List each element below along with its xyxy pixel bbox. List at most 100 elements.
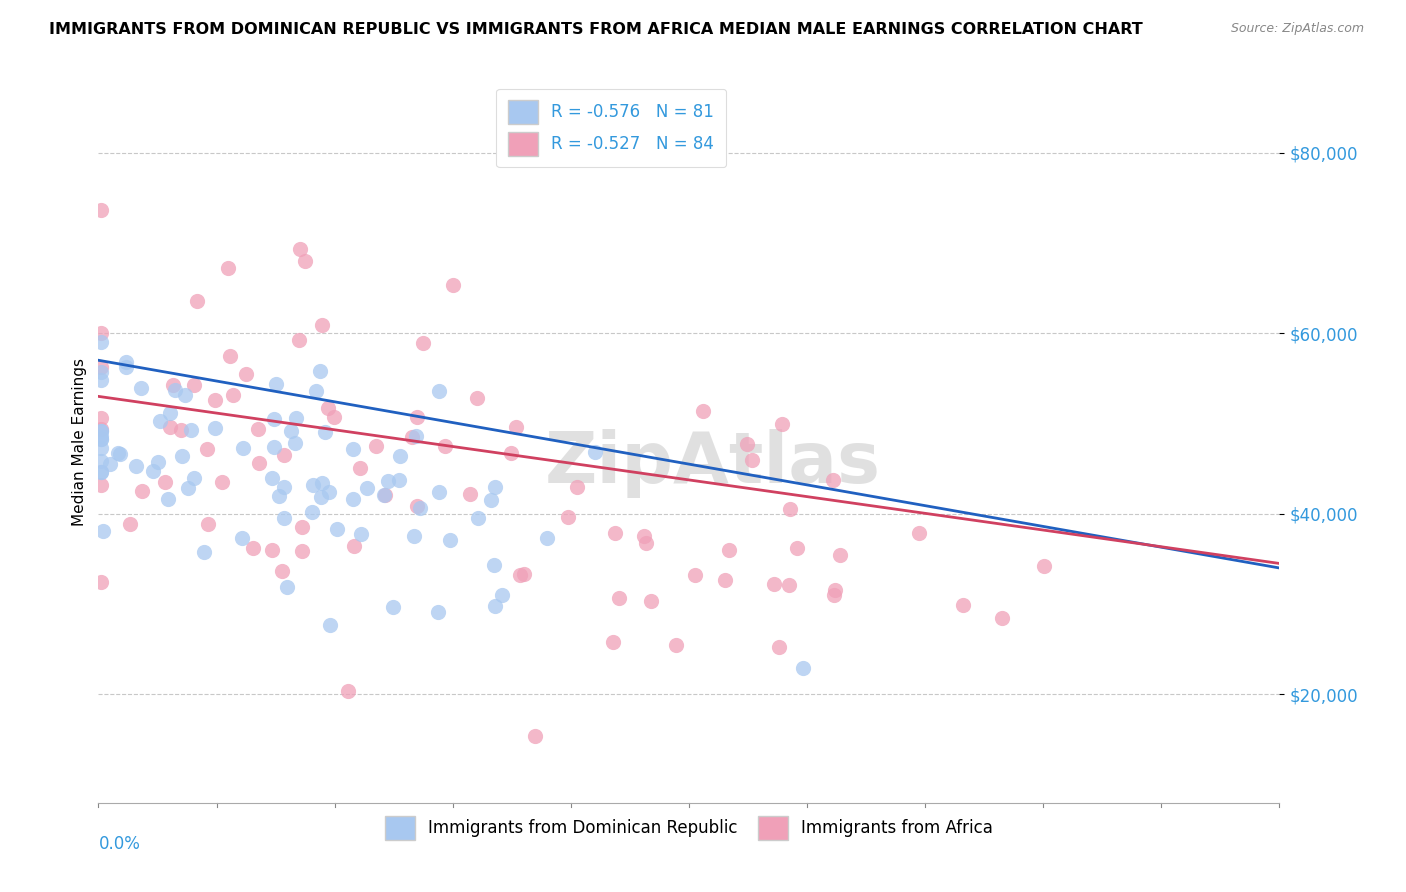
Point bbox=[640, 593, 662, 607]
Point bbox=[741, 453, 763, 467]
Point bbox=[952, 598, 974, 612]
Point bbox=[499, 446, 522, 460]
Point bbox=[115, 355, 138, 369]
Point bbox=[427, 384, 450, 399]
Point bbox=[786, 541, 808, 555]
Point bbox=[90, 432, 112, 446]
Point bbox=[484, 480, 506, 494]
Point bbox=[364, 439, 387, 453]
Point bbox=[713, 573, 735, 587]
Point bbox=[770, 417, 793, 431]
Point bbox=[405, 428, 427, 442]
Point bbox=[288, 242, 311, 256]
Point bbox=[634, 536, 657, 550]
Point bbox=[273, 480, 295, 494]
Point bbox=[90, 465, 112, 479]
Point bbox=[263, 411, 285, 425]
Point bbox=[482, 558, 505, 572]
Point bbox=[314, 425, 336, 440]
Point bbox=[129, 381, 152, 395]
Point bbox=[146, 455, 169, 469]
Point bbox=[204, 392, 226, 407]
Point bbox=[603, 526, 626, 541]
Point bbox=[263, 440, 285, 454]
Point bbox=[349, 461, 371, 475]
Point bbox=[90, 429, 112, 443]
Point bbox=[260, 471, 283, 485]
Point bbox=[763, 576, 786, 591]
Point bbox=[90, 453, 112, 467]
Point bbox=[231, 531, 253, 545]
Point bbox=[288, 333, 311, 347]
Point bbox=[908, 526, 931, 541]
Point bbox=[311, 318, 333, 333]
Point bbox=[246, 422, 269, 436]
Point bbox=[90, 425, 112, 439]
Point bbox=[665, 638, 688, 652]
Point bbox=[828, 549, 851, 563]
Point bbox=[301, 478, 323, 492]
Point bbox=[170, 449, 193, 463]
Point bbox=[779, 501, 801, 516]
Point bbox=[991, 610, 1014, 624]
Point bbox=[512, 567, 534, 582]
Point bbox=[271, 564, 294, 578]
Point bbox=[607, 591, 630, 605]
Point bbox=[427, 605, 450, 619]
Point bbox=[273, 449, 295, 463]
Point bbox=[269, 489, 291, 503]
Point bbox=[401, 430, 423, 444]
Point bbox=[821, 473, 844, 487]
Point bbox=[142, 464, 165, 478]
Point bbox=[162, 377, 184, 392]
Point bbox=[406, 410, 429, 425]
Point bbox=[583, 444, 606, 458]
Point bbox=[567, 480, 589, 494]
Point bbox=[90, 359, 112, 374]
Point bbox=[441, 277, 464, 292]
Point bbox=[824, 589, 846, 603]
Point bbox=[90, 465, 112, 479]
Point bbox=[1032, 558, 1054, 573]
Point bbox=[276, 580, 298, 594]
Point bbox=[408, 500, 430, 515]
Point bbox=[163, 383, 186, 397]
Point bbox=[433, 439, 456, 453]
Point bbox=[90, 424, 112, 438]
Text: IMMIGRANTS FROM DOMINICAN REPUBLIC VS IMMIGRANTS FROM AFRICA MEDIAN MALE EARNING: IMMIGRANTS FROM DOMINICAN REPUBLIC VS IM… bbox=[49, 22, 1143, 37]
Point bbox=[131, 483, 153, 498]
Point bbox=[110, 447, 132, 461]
Point bbox=[149, 414, 172, 428]
Point bbox=[273, 511, 295, 525]
Point bbox=[247, 457, 270, 471]
Point bbox=[382, 599, 405, 614]
Point bbox=[412, 335, 434, 350]
Point bbox=[373, 487, 395, 501]
Point bbox=[115, 360, 138, 375]
Point bbox=[318, 617, 340, 632]
Point bbox=[309, 364, 332, 378]
Point bbox=[342, 492, 364, 507]
Point bbox=[792, 661, 814, 675]
Point bbox=[264, 377, 287, 392]
Point bbox=[356, 481, 378, 495]
Point bbox=[683, 568, 706, 582]
Point bbox=[343, 540, 366, 554]
Point bbox=[180, 424, 202, 438]
Point bbox=[211, 475, 233, 489]
Point bbox=[404, 529, 426, 543]
Point bbox=[465, 391, 488, 405]
Point bbox=[159, 406, 181, 420]
Point bbox=[479, 493, 502, 508]
Point bbox=[204, 420, 226, 434]
Point bbox=[349, 527, 371, 541]
Point bbox=[235, 367, 257, 381]
Point bbox=[90, 575, 112, 590]
Text: ZipAtlas: ZipAtlas bbox=[544, 429, 880, 498]
Point bbox=[692, 404, 714, 418]
Text: Source: ZipAtlas.com: Source: ZipAtlas.com bbox=[1230, 22, 1364, 36]
Point bbox=[90, 411, 112, 425]
Point bbox=[222, 388, 245, 402]
Point bbox=[316, 401, 339, 415]
Point bbox=[311, 476, 333, 491]
